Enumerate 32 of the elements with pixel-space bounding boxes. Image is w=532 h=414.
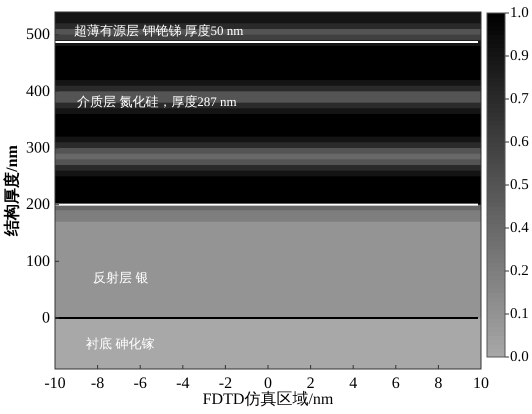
x-tick-label: -4 — [176, 375, 190, 392]
x-tick-label: 6 — [392, 375, 400, 392]
x-tick-label: 10 — [473, 375, 489, 392]
y-tick-label: 500 — [26, 26, 50, 44]
color-bar-label: 1.0 — [510, 5, 529, 21]
color-bar-label: 0.1 — [510, 306, 529, 322]
y-tick-label: 200 — [26, 196, 50, 214]
y-tick-label: 0 — [42, 310, 50, 326]
y-tick-label: 300 — [26, 140, 50, 156]
annotation: 超薄有源层 钾铯锑 厚度50 nm — [74, 22, 244, 38]
x-tick-label: 0 — [264, 375, 272, 392]
color-bar-label: 0.0 — [510, 349, 529, 365]
color-bar-label: 0.7 — [510, 91, 530, 107]
annotation: 衬底 砷化镓 — [86, 336, 154, 351]
y-tick-label: 100 — [26, 252, 50, 270]
x-tick-label: -8 — [90, 375, 104, 392]
annotation: 反射层 银 — [93, 270, 148, 285]
color-bar-label: 0.6 — [510, 134, 530, 150]
y-axis-title: 结构厚度/nm — [2, 144, 21, 237]
y-tick-label: 400 — [26, 82, 50, 100]
color-bar-label: 0.9 — [510, 48, 529, 64]
x-tick-label: -2 — [218, 375, 232, 392]
x-tick-label: -10 — [44, 375, 66, 392]
x-tick-label: 4 — [349, 375, 358, 392]
x-axis-title: FDTD仿真区域/nm — [202, 390, 334, 408]
color-bar-label: 0.4 — [510, 220, 530, 236]
annotation: 介质层 氮化硅，厚度287 nm — [77, 94, 237, 109]
x-tick-label: -6 — [134, 375, 147, 392]
color-bar-label: 0.2 — [510, 263, 529, 279]
color-bar-label: 0.5 — [510, 177, 529, 193]
x-tick-label: 8 — [434, 375, 442, 392]
x-tick-label: 2 — [306, 375, 315, 392]
